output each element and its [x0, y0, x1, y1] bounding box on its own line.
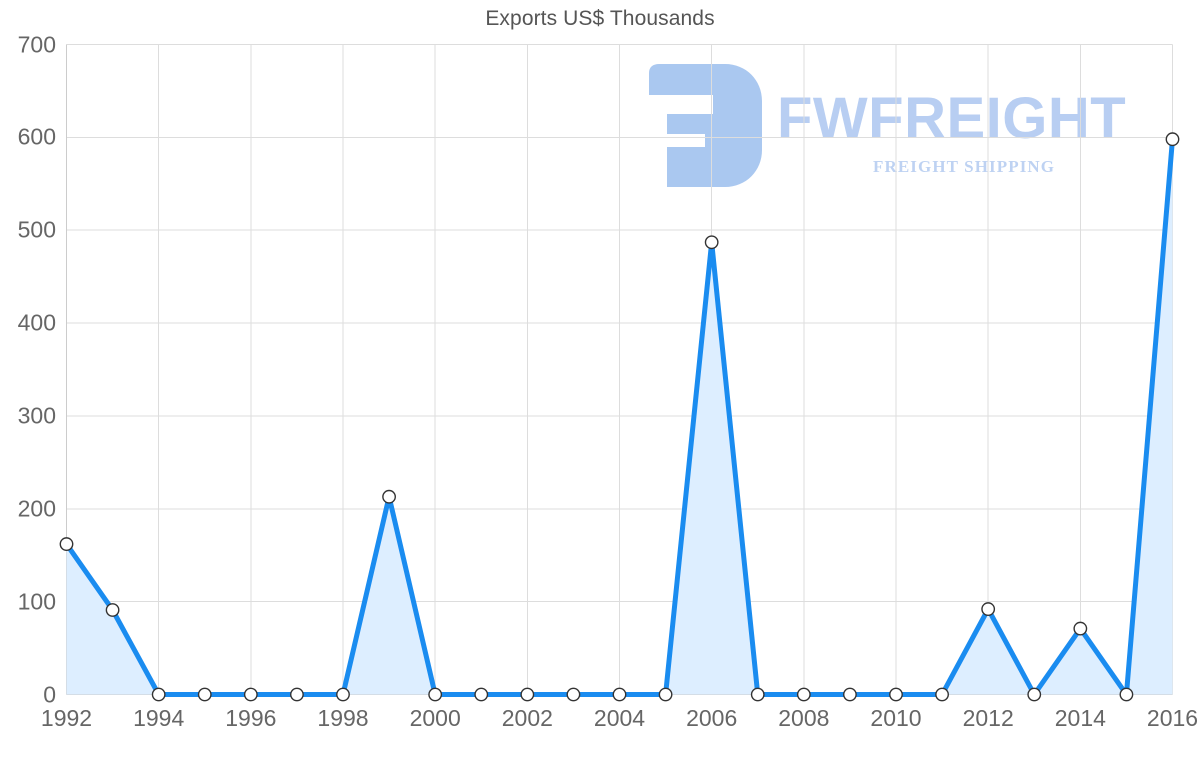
y-axis-tick-label: 400	[17, 309, 56, 336]
y-axis-tick-label: 0	[43, 681, 56, 707]
chart-title: Exports US$ Thousands	[485, 7, 715, 30]
data-point-marker[interactable]	[474, 687, 489, 702]
data-point-marker[interactable]	[843, 687, 857, 702]
data-point-marker[interactable]	[981, 602, 996, 616]
data-point-marker[interactable]	[750, 687, 765, 702]
data-point-marker[interactable]	[1119, 687, 1134, 702]
x-axis-tick-label: 2012	[962, 704, 1014, 731]
data-point-marker[interactable]	[105, 603, 120, 617]
x-axis-tick-label: 2016	[1146, 704, 1199, 731]
x-axis-tick-label: 1996	[225, 704, 277, 731]
x-axis-tick-label: 2000	[409, 704, 461, 731]
data-point-marker[interactable]	[151, 687, 166, 702]
y-axis-tick-label: 200	[17, 495, 56, 522]
x-axis-tick-label: 2008	[778, 704, 830, 731]
data-point-marker[interactable]	[1073, 621, 1088, 636]
data-point-marker[interactable]	[704, 235, 719, 250]
y-axis-tick-label: 300	[17, 402, 56, 429]
data-point-marker[interactable]	[566, 687, 581, 702]
data-point-marker[interactable]	[428, 687, 443, 702]
y-axis-tick-label: 100	[17, 588, 56, 615]
y-axis-tick-label: 500	[17, 216, 56, 243]
data-point-marker[interactable]	[658, 687, 673, 702]
data-point-marker[interactable]	[889, 687, 903, 702]
data-point-marker[interactable]	[59, 537, 74, 551]
data-point-marker[interactable]	[382, 489, 396, 504]
x-axis-tick-label: 2006	[686, 704, 738, 731]
x-axis-tick-label: 1998	[317, 704, 369, 731]
x-axis-tick-label: 2010	[870, 704, 922, 731]
data-point-marker[interactable]	[796, 687, 811, 702]
data-point-marker[interactable]	[290, 687, 304, 702]
data-point-marker[interactable]	[935, 687, 949, 702]
x-axis-tick-label: 2002	[501, 704, 553, 731]
data-markers	[59, 132, 1180, 702]
data-point-marker[interactable]	[520, 687, 535, 702]
data-point-marker[interactable]	[1165, 132, 1180, 147]
x-axis-tick-label: 1994	[133, 704, 185, 731]
grid-lines	[66, 44, 1173, 695]
x-axis-tick-label: 1992	[40, 704, 93, 731]
x-axis-tick-label: 2014	[1054, 704, 1106, 731]
data-point-marker[interactable]	[243, 687, 258, 702]
data-point-marker[interactable]	[336, 687, 350, 702]
data-point-marker[interactable]	[197, 687, 212, 702]
data-point-marker[interactable]	[1027, 687, 1042, 702]
data-point-marker[interactable]	[612, 687, 627, 702]
y-axis-tick-label: 700	[17, 31, 56, 57]
y-axis-tick-label: 600	[17, 123, 56, 150]
x-axis-tick-label: 2004	[593, 704, 646, 731]
